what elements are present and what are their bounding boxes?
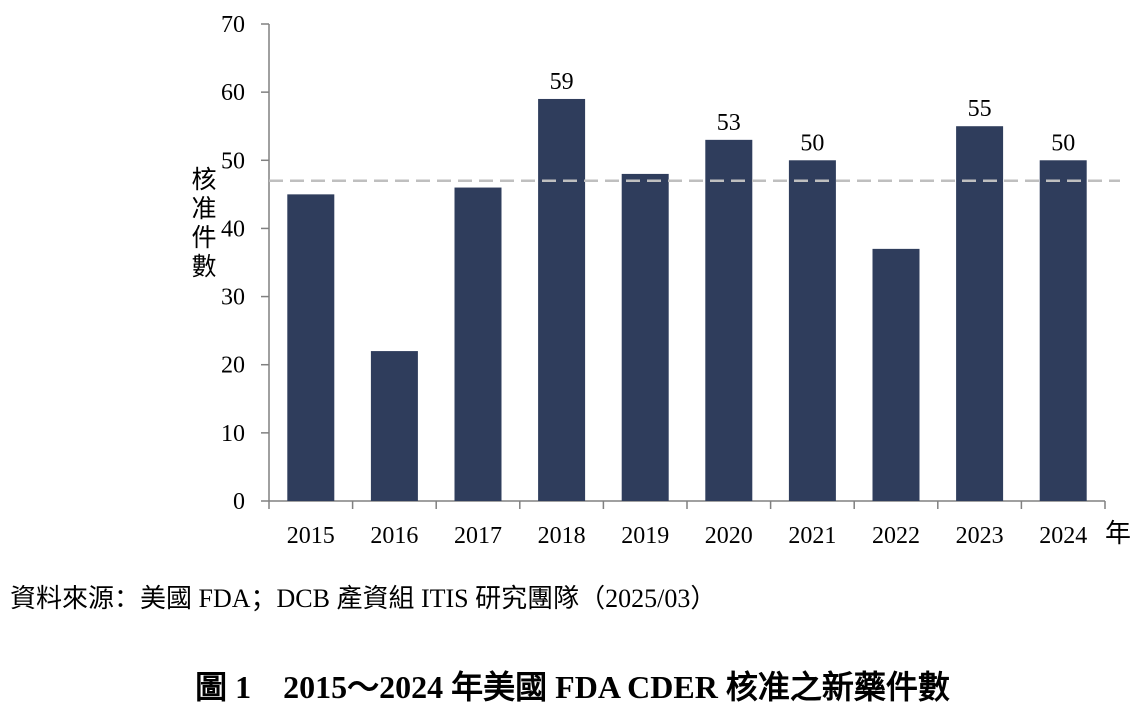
x-tick-label: 2016 (370, 523, 418, 549)
bars (287, 98, 1087, 502)
figure-caption: 圖 1 2015～2024 年美國 FDA CDER 核准之新藥件數 (195, 669, 950, 705)
data-label-2023: 55 (968, 96, 992, 122)
x-tick-label: 2018 (538, 523, 586, 549)
x-axis-label: 年 (1105, 519, 1131, 548)
x-axis: 2015 2016 2017 2018 2019 2020 2021 2022 2023 2024 (268, 500, 1106, 549)
data-label-2018: 59 (550, 69, 574, 95)
data-label-2020: 53 (717, 110, 741, 136)
y-tick-label: 0 (233, 489, 245, 515)
bar-2015 (287, 194, 335, 501)
bar-2017 (454, 187, 502, 502)
x-tick-label: 2020 (705, 523, 753, 549)
x-tick-label: 2023 (956, 523, 1004, 549)
y-tick-label: 40 (221, 216, 245, 242)
y-axis: 0 10 20 30 40 50 60 70 (221, 12, 270, 515)
bar-2018 (538, 98, 586, 501)
y-axis-label: 核准件數 (188, 166, 217, 282)
bar-2021 (788, 160, 836, 502)
y-tick-label: 10 (221, 421, 245, 447)
data-label-2021: 50 (800, 130, 824, 156)
bar-2023 (956, 126, 1004, 501)
y-tick-label: 20 (221, 353, 245, 379)
data-label-2024: 50 (1051, 130, 1075, 156)
y-tick-label: 60 (221, 80, 245, 106)
x-tick-label: 2021 (788, 523, 836, 549)
bar-2020 (705, 139, 753, 502)
data-labels: 59 53 50 55 50 (550, 69, 1076, 156)
source-note: 資料來源：美國 FDA；DCB 產資組 ITIS 研究團隊（2025/03） (10, 584, 717, 613)
bar-chart: 0 10 20 30 40 50 60 70 2015 2016 2017 2018 2019 2020… (221, 12, 1131, 549)
x-tick-label: 2015 (287, 523, 335, 549)
bar-2016 (370, 351, 418, 501)
bar-2019 (621, 173, 669, 501)
x-tick-label: 2022 (872, 523, 920, 549)
y-tick-label: 50 (221, 148, 245, 174)
y-tick-label: 30 (221, 285, 245, 311)
x-tick-label: 2019 (621, 523, 669, 549)
x-tick-label: 2017 (454, 523, 502, 549)
y-tick-label: 70 (221, 12, 245, 38)
bar-2024 (1039, 160, 1087, 502)
bar-2022 (872, 248, 920, 501)
x-tick-label: 2024 (1039, 523, 1087, 549)
